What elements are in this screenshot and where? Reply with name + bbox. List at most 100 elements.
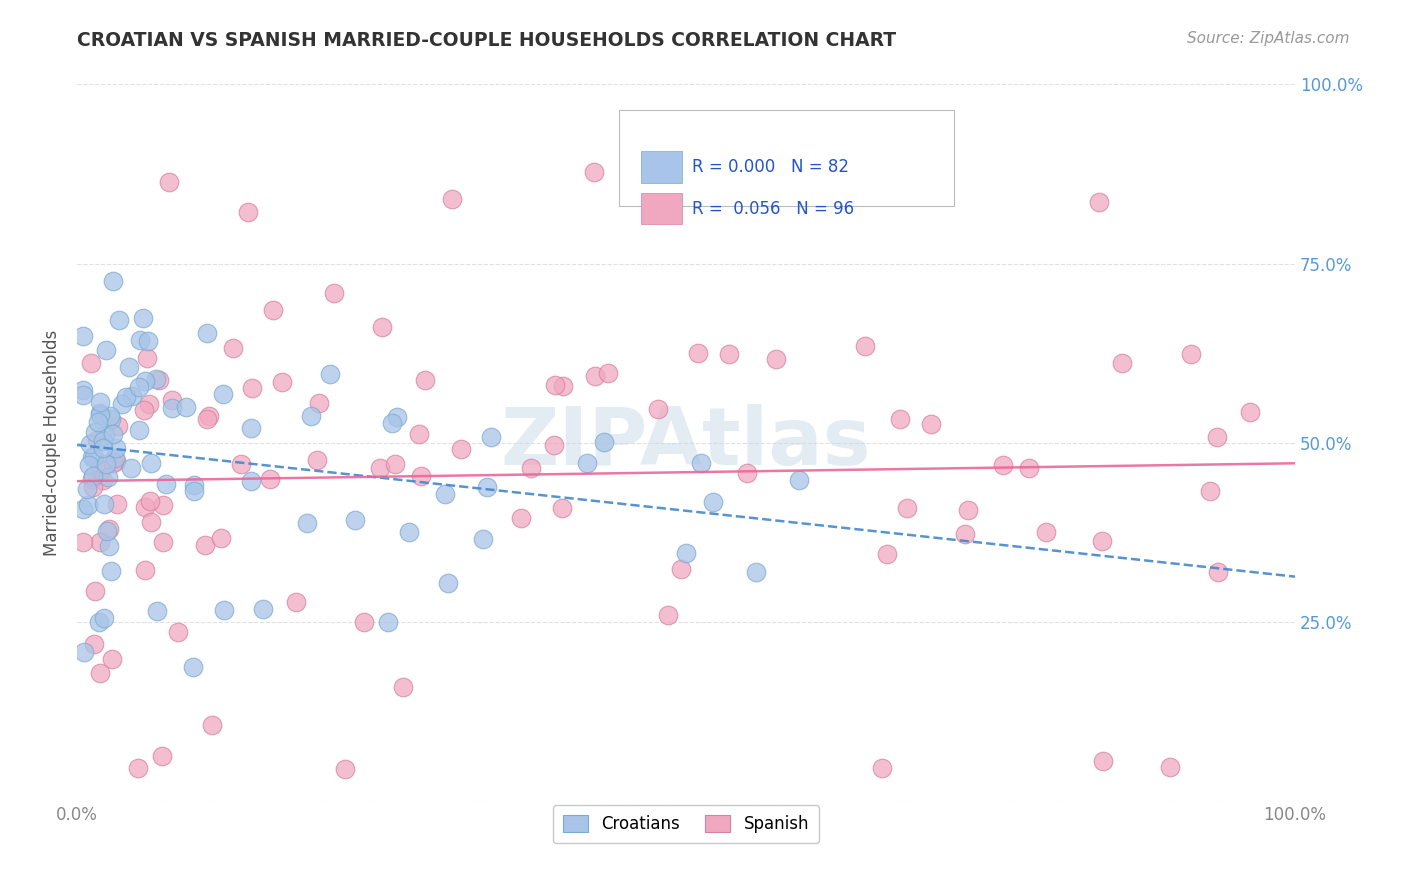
Point xyxy=(101,426,124,441)
Point xyxy=(896,501,918,516)
Point xyxy=(100,564,122,578)
Point xyxy=(105,497,128,511)
Point xyxy=(593,434,616,449)
Point xyxy=(201,718,224,732)
Point xyxy=(132,403,155,417)
Point xyxy=(86,433,108,447)
Point xyxy=(252,602,274,616)
Point xyxy=(76,483,98,497)
Point xyxy=(139,494,162,508)
Point xyxy=(105,454,128,468)
Text: R = 0.000   N = 82: R = 0.000 N = 82 xyxy=(692,158,849,176)
Point xyxy=(79,437,101,451)
Point xyxy=(152,535,174,549)
Point xyxy=(583,368,606,383)
Point xyxy=(128,333,150,347)
Point xyxy=(853,339,876,353)
Point xyxy=(138,334,160,348)
Point xyxy=(343,513,366,527)
Point xyxy=(139,456,162,470)
Point xyxy=(77,458,100,472)
Point xyxy=(1087,194,1109,209)
Point xyxy=(73,644,96,658)
Point xyxy=(72,535,94,549)
Point xyxy=(299,409,322,424)
Point xyxy=(79,356,101,370)
Point xyxy=(174,401,197,415)
Point xyxy=(160,401,183,415)
Point xyxy=(107,419,129,434)
Point xyxy=(183,478,205,492)
Point xyxy=(413,373,436,387)
Point xyxy=(82,468,104,483)
Point xyxy=(132,310,155,325)
Point xyxy=(82,450,104,464)
Point xyxy=(84,583,107,598)
Point xyxy=(104,451,127,466)
Point xyxy=(889,412,911,426)
Point xyxy=(735,466,758,480)
Point xyxy=(1159,760,1181,774)
Point xyxy=(551,501,574,516)
Point xyxy=(222,341,245,355)
Point xyxy=(553,379,575,393)
Point xyxy=(183,484,205,499)
Point xyxy=(197,326,219,341)
Point xyxy=(1091,754,1114,768)
Point xyxy=(239,474,262,488)
Point xyxy=(89,395,111,409)
Point xyxy=(543,377,565,392)
Point xyxy=(111,397,134,411)
Point xyxy=(118,360,141,375)
Point xyxy=(155,476,177,491)
Point xyxy=(520,460,543,475)
Point xyxy=(141,515,163,529)
Point xyxy=(238,205,260,219)
Point xyxy=(1018,461,1040,475)
Point xyxy=(647,401,669,416)
Point xyxy=(434,487,457,501)
Point xyxy=(103,456,125,470)
Point xyxy=(148,373,170,387)
Point xyxy=(93,497,115,511)
Point xyxy=(262,303,284,318)
Point xyxy=(72,328,94,343)
Point xyxy=(198,409,221,423)
Point xyxy=(89,665,111,680)
Point xyxy=(323,286,346,301)
Point xyxy=(745,565,768,579)
Point xyxy=(107,313,129,327)
Point xyxy=(97,540,120,554)
Point xyxy=(717,347,740,361)
Point xyxy=(104,442,127,456)
Point xyxy=(543,438,565,452)
Point xyxy=(956,503,979,517)
Point xyxy=(128,380,150,394)
Point xyxy=(120,460,142,475)
Point xyxy=(353,615,375,630)
Point xyxy=(152,498,174,512)
Point xyxy=(100,652,122,666)
Point xyxy=(686,346,709,360)
Point xyxy=(93,611,115,625)
Point xyxy=(72,502,94,516)
Point xyxy=(229,458,252,472)
FancyBboxPatch shape xyxy=(641,151,682,183)
Point xyxy=(876,547,898,561)
Point xyxy=(669,562,692,576)
Point xyxy=(121,389,143,403)
Point xyxy=(134,500,156,514)
Point xyxy=(145,372,167,386)
Point xyxy=(87,415,110,429)
Y-axis label: Married-couple Households: Married-couple Households xyxy=(44,330,60,556)
Point xyxy=(138,397,160,411)
Point xyxy=(82,480,104,494)
Point xyxy=(702,495,724,509)
Point xyxy=(100,412,122,426)
Point xyxy=(84,425,107,439)
Point xyxy=(160,392,183,407)
Point xyxy=(259,472,281,486)
Point xyxy=(598,366,620,380)
Point xyxy=(83,450,105,464)
Point xyxy=(72,384,94,398)
